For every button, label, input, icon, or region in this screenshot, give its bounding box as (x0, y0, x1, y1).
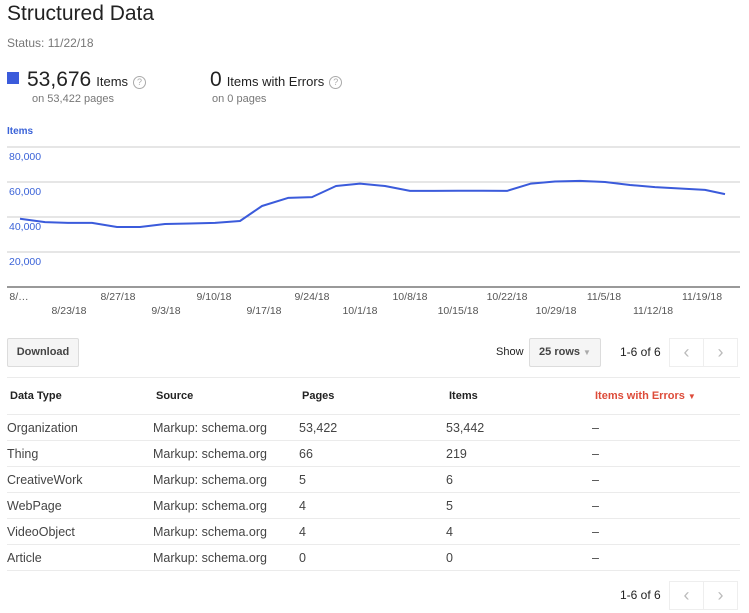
x-tick-label: 9/3/18 (151, 305, 180, 317)
divider (7, 377, 740, 378)
cell-errors: – (592, 499, 599, 513)
cell-pages: 4 (299, 525, 306, 539)
items-series-line[interactable] (19, 179, 726, 228)
y-axis-labels: 20,000 40,000 60,000 80,000 (9, 151, 41, 268)
column-header-items-with-errors[interactable]: Items with Errors ▼ (595, 390, 696, 402)
divider (7, 414, 740, 415)
cell-pages: 4 (299, 499, 306, 513)
x-tick-label: 10/8/18 (392, 291, 427, 303)
cell-pages: 5 (299, 473, 306, 487)
cell-pages: 66 (299, 447, 313, 461)
y-tick-label: 20,000 (9, 256, 41, 268)
cell-data-type: Article (7, 551, 42, 565)
x-tick-label: 9/10/18 (196, 291, 231, 303)
x-tick-label: 10/1/18 (342, 305, 377, 317)
chevron-right-icon: › (717, 585, 724, 605)
cell-data-type: CreativeWork (7, 473, 83, 487)
cell-data-type: Thing (7, 447, 39, 461)
row-divider (7, 544, 740, 545)
items-line-chart[interactable]: 20,000 40,000 60,000 80,000 8/… 8/27/18 9/10/… (0, 140, 749, 320)
x-tick-label: 9/17/18 (246, 305, 281, 317)
y-tick-label: 40,000 (9, 221, 41, 233)
column-header-data-type[interactable]: Data Type (10, 390, 62, 402)
cell-source: Markup: schema.org (153, 473, 267, 487)
chevron-left-icon: ‹ (683, 342, 690, 362)
footer-next-page-button[interactable]: › (703, 581, 738, 610)
chart-gridlines (7, 146, 740, 253)
chevron-left-icon: ‹ (683, 585, 690, 605)
cell-items: 6 (446, 473, 453, 487)
items-pages-sub: on 53,422 pages (32, 93, 114, 105)
errors-metric: 0 Items with Errors? on 0 pages (210, 68, 343, 105)
cell-pages: 53,422 (299, 421, 338, 435)
cell-items: 4 (446, 525, 453, 539)
x-tick-label: 8/23/18 (51, 305, 86, 317)
items-legend-swatch[interactable] (7, 72, 19, 84)
row-divider (7, 440, 740, 441)
cell-pages: 0 (299, 551, 306, 565)
items-metric: 53,676 Items? on 53,422 pages (7, 68, 147, 105)
cell-items: 0 (446, 551, 453, 565)
cell-source: Markup: schema.org (153, 447, 267, 461)
x-tick-label: 8/… (9, 291, 28, 303)
chevron-right-icon: › (717, 342, 724, 362)
y-tick-label: 80,000 (9, 151, 41, 163)
items-count: 53,676 (27, 68, 92, 91)
x-tick-label: 8/27/18 (100, 291, 135, 303)
rows-select-value: 25 rows (539, 346, 581, 358)
page-title: Structured Data (7, 2, 155, 25)
cell-source: Markup: schema.org (153, 421, 267, 435)
x-tick-label: 10/29/18 (536, 305, 577, 317)
help-icon[interactable]: ? (329, 76, 343, 89)
cell-source: Markup: schema.org (153, 551, 267, 565)
cell-errors: – (592, 473, 599, 487)
row-divider (7, 570, 740, 571)
chevron-down-icon: ▼ (583, 348, 591, 357)
x-tick-label: 9/24/18 (294, 291, 329, 303)
x-tick-label: 10/15/18 (438, 305, 479, 317)
help-icon[interactable]: ? (133, 76, 147, 89)
cell-items: 53,442 (446, 421, 485, 435)
errors-count: 0 (210, 68, 222, 91)
cell-items: 5 (446, 499, 453, 513)
footer-prev-page-button[interactable]: ‹ (669, 581, 704, 610)
cell-data-type: WebPage (7, 499, 62, 513)
prev-page-button[interactable]: ‹ (669, 338, 704, 367)
y-tick-label: 60,000 (9, 186, 41, 198)
pager-range: 1-6 of 6 (620, 345, 661, 359)
errors-pages-sub: on 0 pages (212, 93, 267, 105)
x-tick-label: 11/19/18 (682, 291, 722, 303)
cell-errors: – (592, 551, 599, 565)
chart-series-label: Items (7, 126, 34, 137)
show-label: Show (496, 346, 524, 358)
next-page-button[interactable]: › (703, 338, 738, 367)
cell-items: 219 (446, 447, 467, 461)
cell-source: Markup: schema.org (153, 525, 267, 539)
rows-per-page-select[interactable]: 25 rows ▼ (529, 338, 601, 367)
x-tick-label: 11/12/18 (633, 305, 673, 317)
column-header-pages[interactable]: Pages (302, 390, 335, 402)
download-button[interactable]: Download (7, 338, 79, 367)
row-divider (7, 466, 740, 467)
cell-data-type: Organization (7, 421, 78, 435)
footer-pager-range: 1-6 of 6 (620, 588, 661, 602)
items-label: Items (96, 74, 129, 89)
cell-errors: – (592, 525, 599, 539)
cell-errors: – (592, 421, 599, 435)
column-header-items[interactable]: Items (449, 390, 478, 402)
errors-label: Items with Errors (226, 74, 325, 89)
cell-errors: – (592, 447, 599, 461)
x-tick-label: 11/5/18 (587, 291, 621, 303)
sort-desc-icon: ▼ (687, 392, 696, 401)
x-axis-labels: 8/… 8/27/18 9/10/18 9/24/18 10/8/18 10/22/18 1… (9, 291, 722, 317)
row-divider (7, 492, 740, 493)
cell-source: Markup: schema.org (153, 499, 267, 513)
column-header-label: Items with Errors (595, 390, 685, 402)
row-divider (7, 518, 740, 519)
status-date: Status: 11/22/18 (7, 36, 94, 50)
x-tick-label: 10/22/18 (487, 291, 528, 303)
cell-data-type: VideoObject (7, 525, 75, 539)
column-header-source[interactable]: Source (156, 390, 194, 402)
